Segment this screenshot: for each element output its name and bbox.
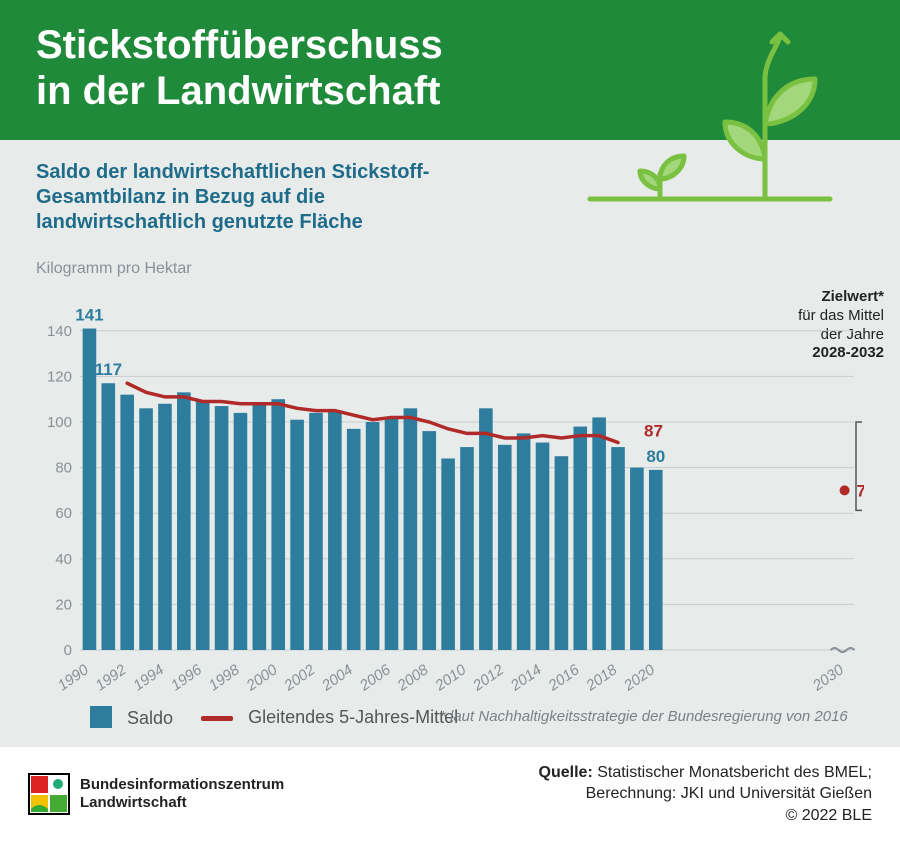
plant-growth-icon [580, 24, 840, 214]
title-line-1: Stickstoffüberschuss [36, 23, 443, 67]
svg-text:1992: 1992 [92, 661, 130, 694]
org-line-1: Bundesinformationszentrum [80, 776, 284, 793]
svg-text:1994: 1994 [130, 661, 167, 694]
org-name: Bundesinformationszentrum Landwirtschaft [80, 776, 284, 812]
svg-text:1998: 1998 [206, 661, 244, 694]
svg-text:2030: 2030 [809, 661, 847, 695]
footer: Bundesinformationszentrum Landwirtschaft… [0, 746, 900, 841]
svg-text:60: 60 [55, 505, 72, 522]
svg-text:80: 80 [646, 447, 665, 466]
svg-text:140: 140 [47, 323, 72, 340]
svg-text:2002: 2002 [280, 661, 318, 695]
svg-text:2006: 2006 [356, 661, 394, 695]
svg-text:87: 87 [644, 422, 663, 441]
svg-text:120: 120 [47, 368, 72, 385]
svg-text:2012: 2012 [469, 661, 507, 695]
org-line-2: Landwirtschaft [80, 794, 187, 811]
ble-logo-icon [28, 773, 70, 815]
svg-text:2018: 2018 [582, 661, 620, 695]
source-copyright: © 2022 BLE [539, 805, 872, 827]
legend: Saldo Gleitendes 5-Jahres-Mittel [90, 706, 458, 729]
chart-area: 0204060801001201401411178019901992199419… [36, 290, 864, 700]
svg-text:80: 80 [55, 460, 72, 477]
source-line-1: Quelle: Statistischer Monatsbericht des … [539, 762, 872, 784]
svg-text:2020: 2020 [620, 661, 658, 695]
svg-text:1990: 1990 [55, 661, 93, 694]
legend-mittel: Gleitendes 5-Jahres-Mittel [201, 707, 458, 728]
svg-text:2004: 2004 [318, 661, 356, 695]
header: Stickstoffüberschuss in der Landwirtscha… [0, 0, 900, 140]
svg-text:70: 70 [857, 481, 864, 500]
title-line-2: in der Landwirtschaft [36, 69, 441, 113]
source-line-2: Berechnung: JKI und Universität Gießen [539, 783, 872, 805]
svg-text:100: 100 [47, 414, 72, 431]
source-text: Statistischer Monatsbericht des BMEL; [597, 764, 872, 781]
infographic-card: Stickstoffüberschuss in der Landwirtscha… [0, 0, 900, 841]
source-block: Quelle: Statistischer Monatsbericht des … [539, 762, 872, 827]
svg-text:2008: 2008 [394, 661, 432, 695]
legend-saldo-label: Saldo [127, 708, 173, 728]
svg-text:117: 117 [95, 360, 122, 379]
footnote: * laut Nachhaltigkeitsstrategie der Bund… [440, 708, 848, 725]
source-label: Quelle: [539, 764, 593, 781]
svg-text:141: 141 [75, 306, 103, 325]
legend-saldo: Saldo [90, 706, 173, 729]
svg-text:2010: 2010 [431, 661, 469, 695]
svg-text:40: 40 [55, 551, 72, 568]
legend-line-swatch [201, 716, 233, 721]
legend-bar-swatch [90, 706, 112, 728]
legend-mittel-label: Gleitendes 5-Jahres-Mittel [248, 707, 458, 727]
sub-heading: Saldo der landwirtschaftlichen Stickstof… [0, 140, 500, 241]
org-logo: Bundesinformationszentrum Landwirtschaft [28, 773, 284, 815]
svg-text:20: 20 [55, 596, 72, 613]
svg-text:2016: 2016 [545, 661, 583, 695]
bar-chart-svg: 0204060801001201401411178019901992199419… [36, 290, 864, 700]
svg-text:2000: 2000 [243, 661, 281, 695]
svg-text:1996: 1996 [168, 661, 206, 694]
svg-text:2014: 2014 [507, 661, 545, 695]
svg-text:0: 0 [64, 642, 72, 659]
y-axis-label: Kilogramm pro Hektar [36, 260, 192, 278]
